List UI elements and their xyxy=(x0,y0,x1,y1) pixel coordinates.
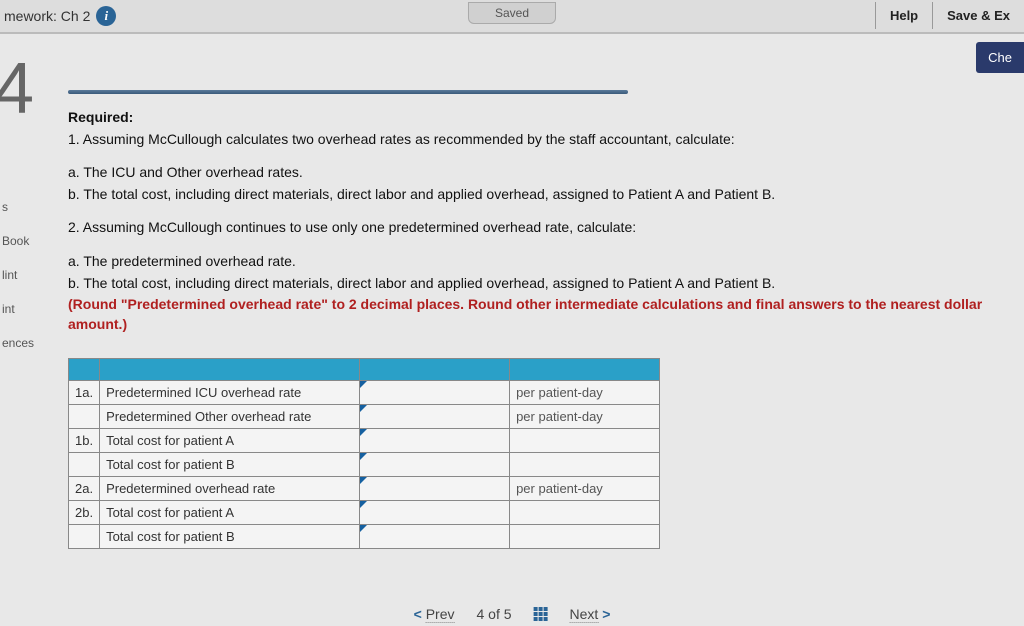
row-unit: per patient-day xyxy=(510,381,660,405)
breadcrumb-text: mework: Ch 2 xyxy=(4,8,90,24)
check-work-button[interactable]: Che xyxy=(976,42,1024,73)
sidebar-item-s[interactable]: s xyxy=(0,190,34,224)
sidebar-item-book[interactable]: Book xyxy=(0,224,34,258)
top-bar: mework: Ch 2 i Saved Help Save & Ex xyxy=(0,0,1024,34)
table-row: Total cost for patient B xyxy=(69,453,660,477)
required-2a: a. The predetermined overhead rate. xyxy=(68,252,1010,272)
row-number: 2a. xyxy=(69,477,100,501)
bottom-nav: < Prev 4 of 5 Next > xyxy=(414,606,611,622)
chevron-right-icon: > xyxy=(602,606,610,622)
row-label: Total cost for patient A xyxy=(100,429,360,453)
table-row: 1b.Total cost for patient A xyxy=(69,429,660,453)
row-unit xyxy=(510,501,660,525)
required-1a: a. The ICU and Other overhead rates. xyxy=(68,163,1010,183)
answer-input-cell[interactable] xyxy=(360,429,510,453)
row-unit xyxy=(510,429,660,453)
help-button[interactable]: Help xyxy=(875,2,932,29)
sidebar-item-references[interactable]: ences xyxy=(0,326,34,360)
grid-icon[interactable] xyxy=(534,607,548,621)
row-unit: per patient-day xyxy=(510,477,660,501)
required-line2: 2. Assuming McCullough continues to use … xyxy=(68,218,1010,238)
answer-input-cell[interactable] xyxy=(360,405,510,429)
table-header-row xyxy=(69,359,660,381)
content-divider xyxy=(68,90,628,94)
answer-input-cell[interactable] xyxy=(360,381,510,405)
round-note: (Round "Predetermined overhead rate" to … xyxy=(68,295,1010,334)
required-block: Required: 1. Assuming McCullough calcula… xyxy=(68,108,1010,334)
row-label: Predetermined Other overhead rate xyxy=(100,405,360,429)
question-content: Required: 1. Assuming McCullough calcula… xyxy=(68,90,1010,549)
breadcrumb: mework: Ch 2 i xyxy=(0,6,116,26)
row-label: Predetermined ICU overhead rate xyxy=(100,381,360,405)
row-unit xyxy=(510,453,660,477)
row-number: 2b. xyxy=(69,501,100,525)
sidebar-item-hint[interactable]: lint xyxy=(0,258,34,292)
next-button[interactable]: Next > xyxy=(570,606,611,622)
required-line1: 1. Assuming McCullough calculates two ov… xyxy=(68,130,1010,150)
sidebar-item-print[interactable]: int xyxy=(0,292,34,326)
prev-button[interactable]: < Prev xyxy=(414,606,455,622)
row-label: Total cost for patient A xyxy=(100,501,360,525)
answer-input-cell[interactable] xyxy=(360,477,510,501)
page-position: 4 of 5 xyxy=(476,606,511,622)
save-exit-button[interactable]: Save & Ex xyxy=(932,2,1024,29)
table-row: 1a.Predetermined ICU overhead rate per pa… xyxy=(69,381,660,405)
table-row: 2a.Predetermined overhead rate per patien… xyxy=(69,477,660,501)
question-number: 4 xyxy=(0,48,34,130)
row-unit xyxy=(510,525,660,549)
top-right-buttons: Help Save & Ex xyxy=(875,2,1024,29)
answer-input-cell[interactable] xyxy=(360,525,510,549)
answer-input-cell[interactable] xyxy=(360,453,510,477)
required-1b: b. The total cost, including direct mate… xyxy=(68,185,1010,205)
saved-badge: Saved xyxy=(468,2,556,24)
chevron-left-icon: < xyxy=(414,606,422,622)
row-label: Predetermined overhead rate xyxy=(100,477,360,501)
row-number: 1b. xyxy=(69,429,100,453)
row-number xyxy=(69,405,100,429)
table-row: Total cost for patient B xyxy=(69,525,660,549)
row-number xyxy=(69,453,100,477)
answer-input-cell[interactable] xyxy=(360,501,510,525)
table-row: 2b.Total cost for patient A xyxy=(69,501,660,525)
table-row: Predetermined Other overhead rate per pat… xyxy=(69,405,660,429)
left-sidebar: s Book lint int ences xyxy=(0,190,34,360)
row-number xyxy=(69,525,100,549)
row-unit: per patient-day xyxy=(510,405,660,429)
row-label: Total cost for patient B xyxy=(100,525,360,549)
answer-table: 1a.Predetermined ICU overhead rate per pa… xyxy=(68,358,660,549)
required-title: Required: xyxy=(68,109,133,125)
row-label: Total cost for patient B xyxy=(100,453,360,477)
row-number: 1a. xyxy=(69,381,100,405)
required-2b: b. The total cost, including direct mate… xyxy=(68,274,1010,294)
info-icon[interactable]: i xyxy=(96,6,116,26)
